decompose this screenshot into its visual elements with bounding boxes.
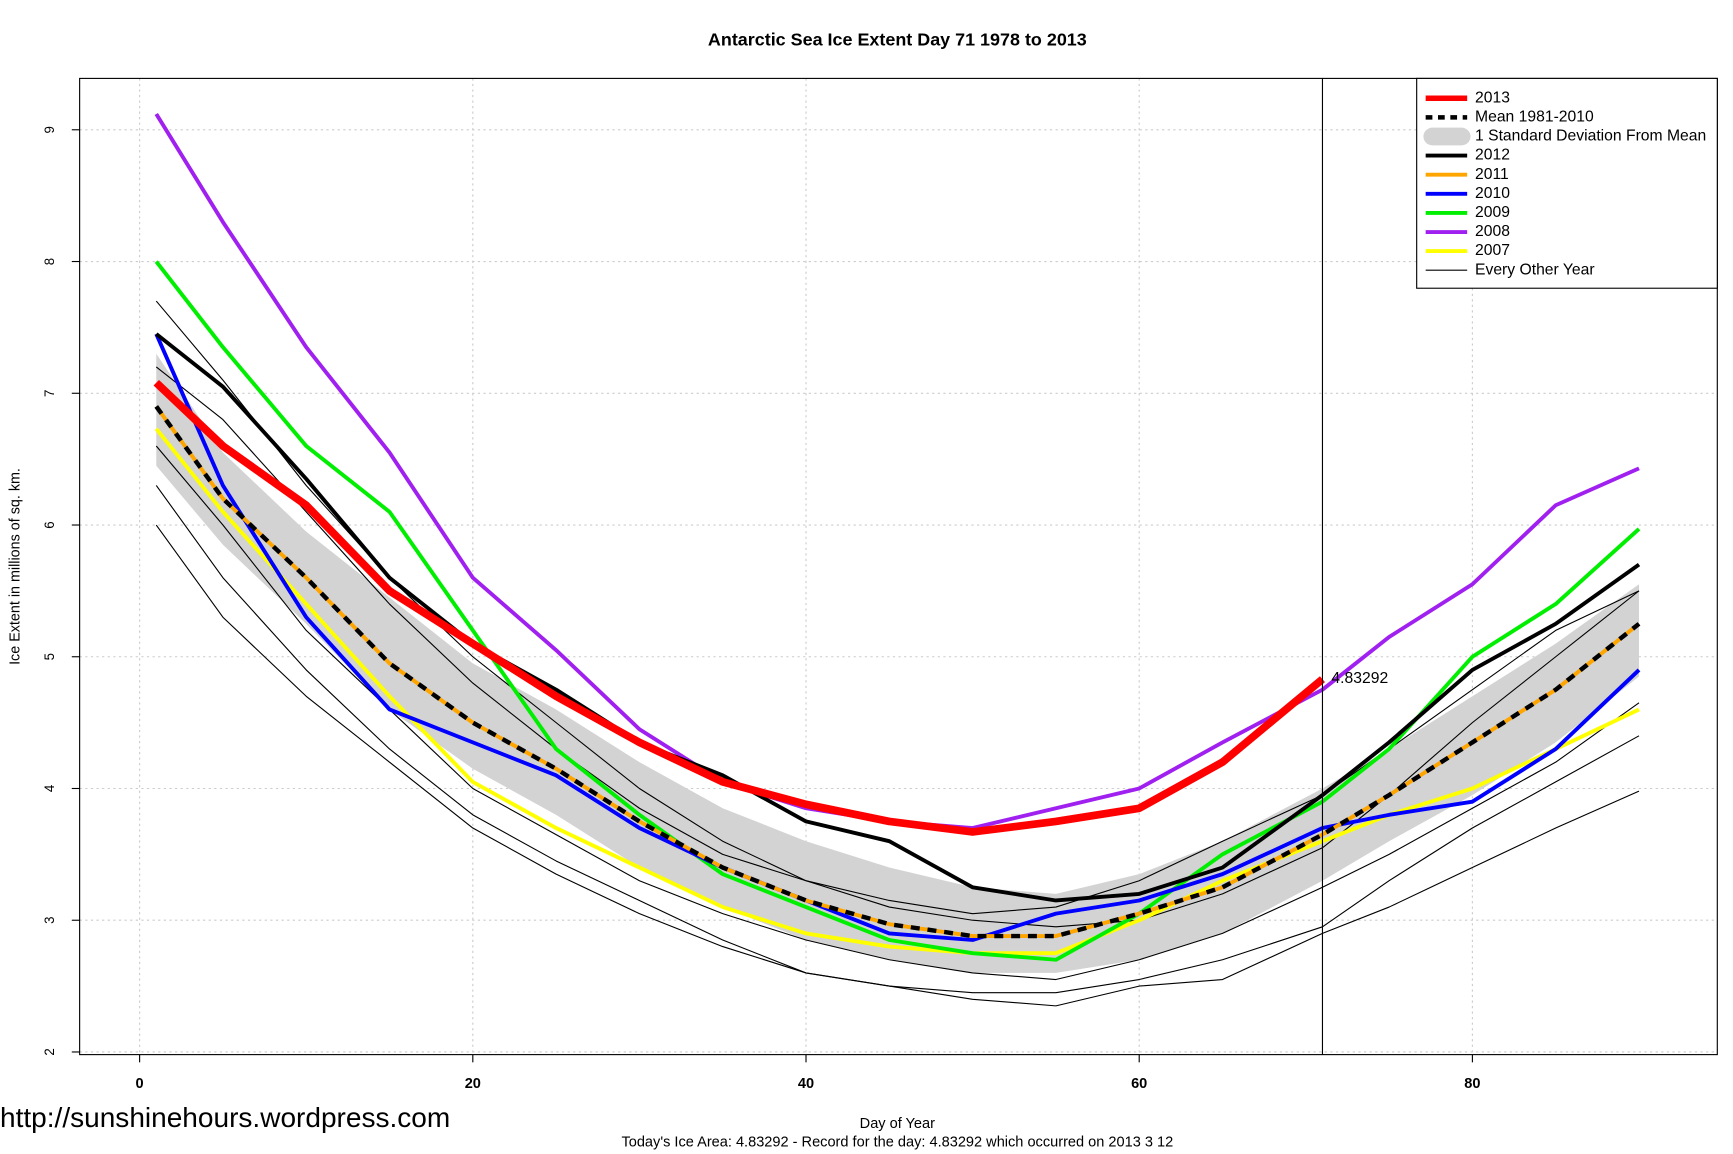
legend-label: 2008 (1475, 223, 1510, 240)
legend-label: Every Other Year (1475, 261, 1595, 278)
y-tick-label: 2 (42, 1048, 57, 1055)
y-tick-label: 3 (42, 917, 57, 924)
series-line (154, 405, 1641, 939)
legend-label: 2013 (1475, 89, 1510, 106)
x-tick-label: 80 (1464, 1076, 1480, 1092)
y-tick-label: 5 (42, 653, 57, 660)
x-tick-label: 20 (465, 1076, 481, 1092)
legend-label: 2009 (1475, 204, 1510, 221)
y-tick-label: 4 (42, 784, 57, 792)
x-axis-label: Day of Year (860, 1116, 935, 1132)
legend: 2013 Mean 1981-2010 1 Standard Deviation F… (1416, 77, 1718, 289)
series-line (154, 333, 1641, 942)
x-tick-label: 40 (798, 1076, 814, 1092)
y-tick-label: 7 (42, 390, 57, 397)
legend-box (1416, 77, 1718, 289)
y-axis-label: Ice Extent in millions of sq. km. (7, 468, 23, 665)
legend-swatch (1423, 127, 1471, 146)
std-band (156, 353, 1639, 973)
y-tick-label: 6 (42, 521, 57, 528)
y-tick-label: 8 (42, 258, 57, 265)
other-year-line (155, 524, 1640, 994)
watermark: http://sunshinehours.wordpress.com (0, 1102, 450, 1133)
series-line (155, 332, 1641, 903)
legend-label: 2011 (1475, 166, 1509, 183)
plot-area (79, 78, 1718, 1055)
footer: Today's Ice Area: 4.83292 - Record for t… (621, 1135, 1173, 1151)
x-tick-label: 60 (1131, 1076, 1147, 1092)
legend-label: 2012 (1475, 147, 1510, 164)
value-annotation: 4.83292 (1331, 670, 1388, 687)
chart-title: Antarctic Sea Ice Extent Day 71 1978 to … (708, 30, 1087, 50)
series-line (154, 260, 1641, 962)
legend-label: 1 Standard Deviation From Mean (1475, 128, 1706, 145)
x-tick-label: 0 (136, 1076, 144, 1092)
y-tick-label: 9 (42, 126, 57, 133)
legend-label: Mean 1981-2010 (1475, 109, 1594, 126)
legend-label: 2007 (1475, 242, 1510, 259)
legend-label: 2010 (1475, 185, 1510, 202)
plot-frame (79, 77, 1718, 1056)
series-line (153, 379, 1325, 836)
